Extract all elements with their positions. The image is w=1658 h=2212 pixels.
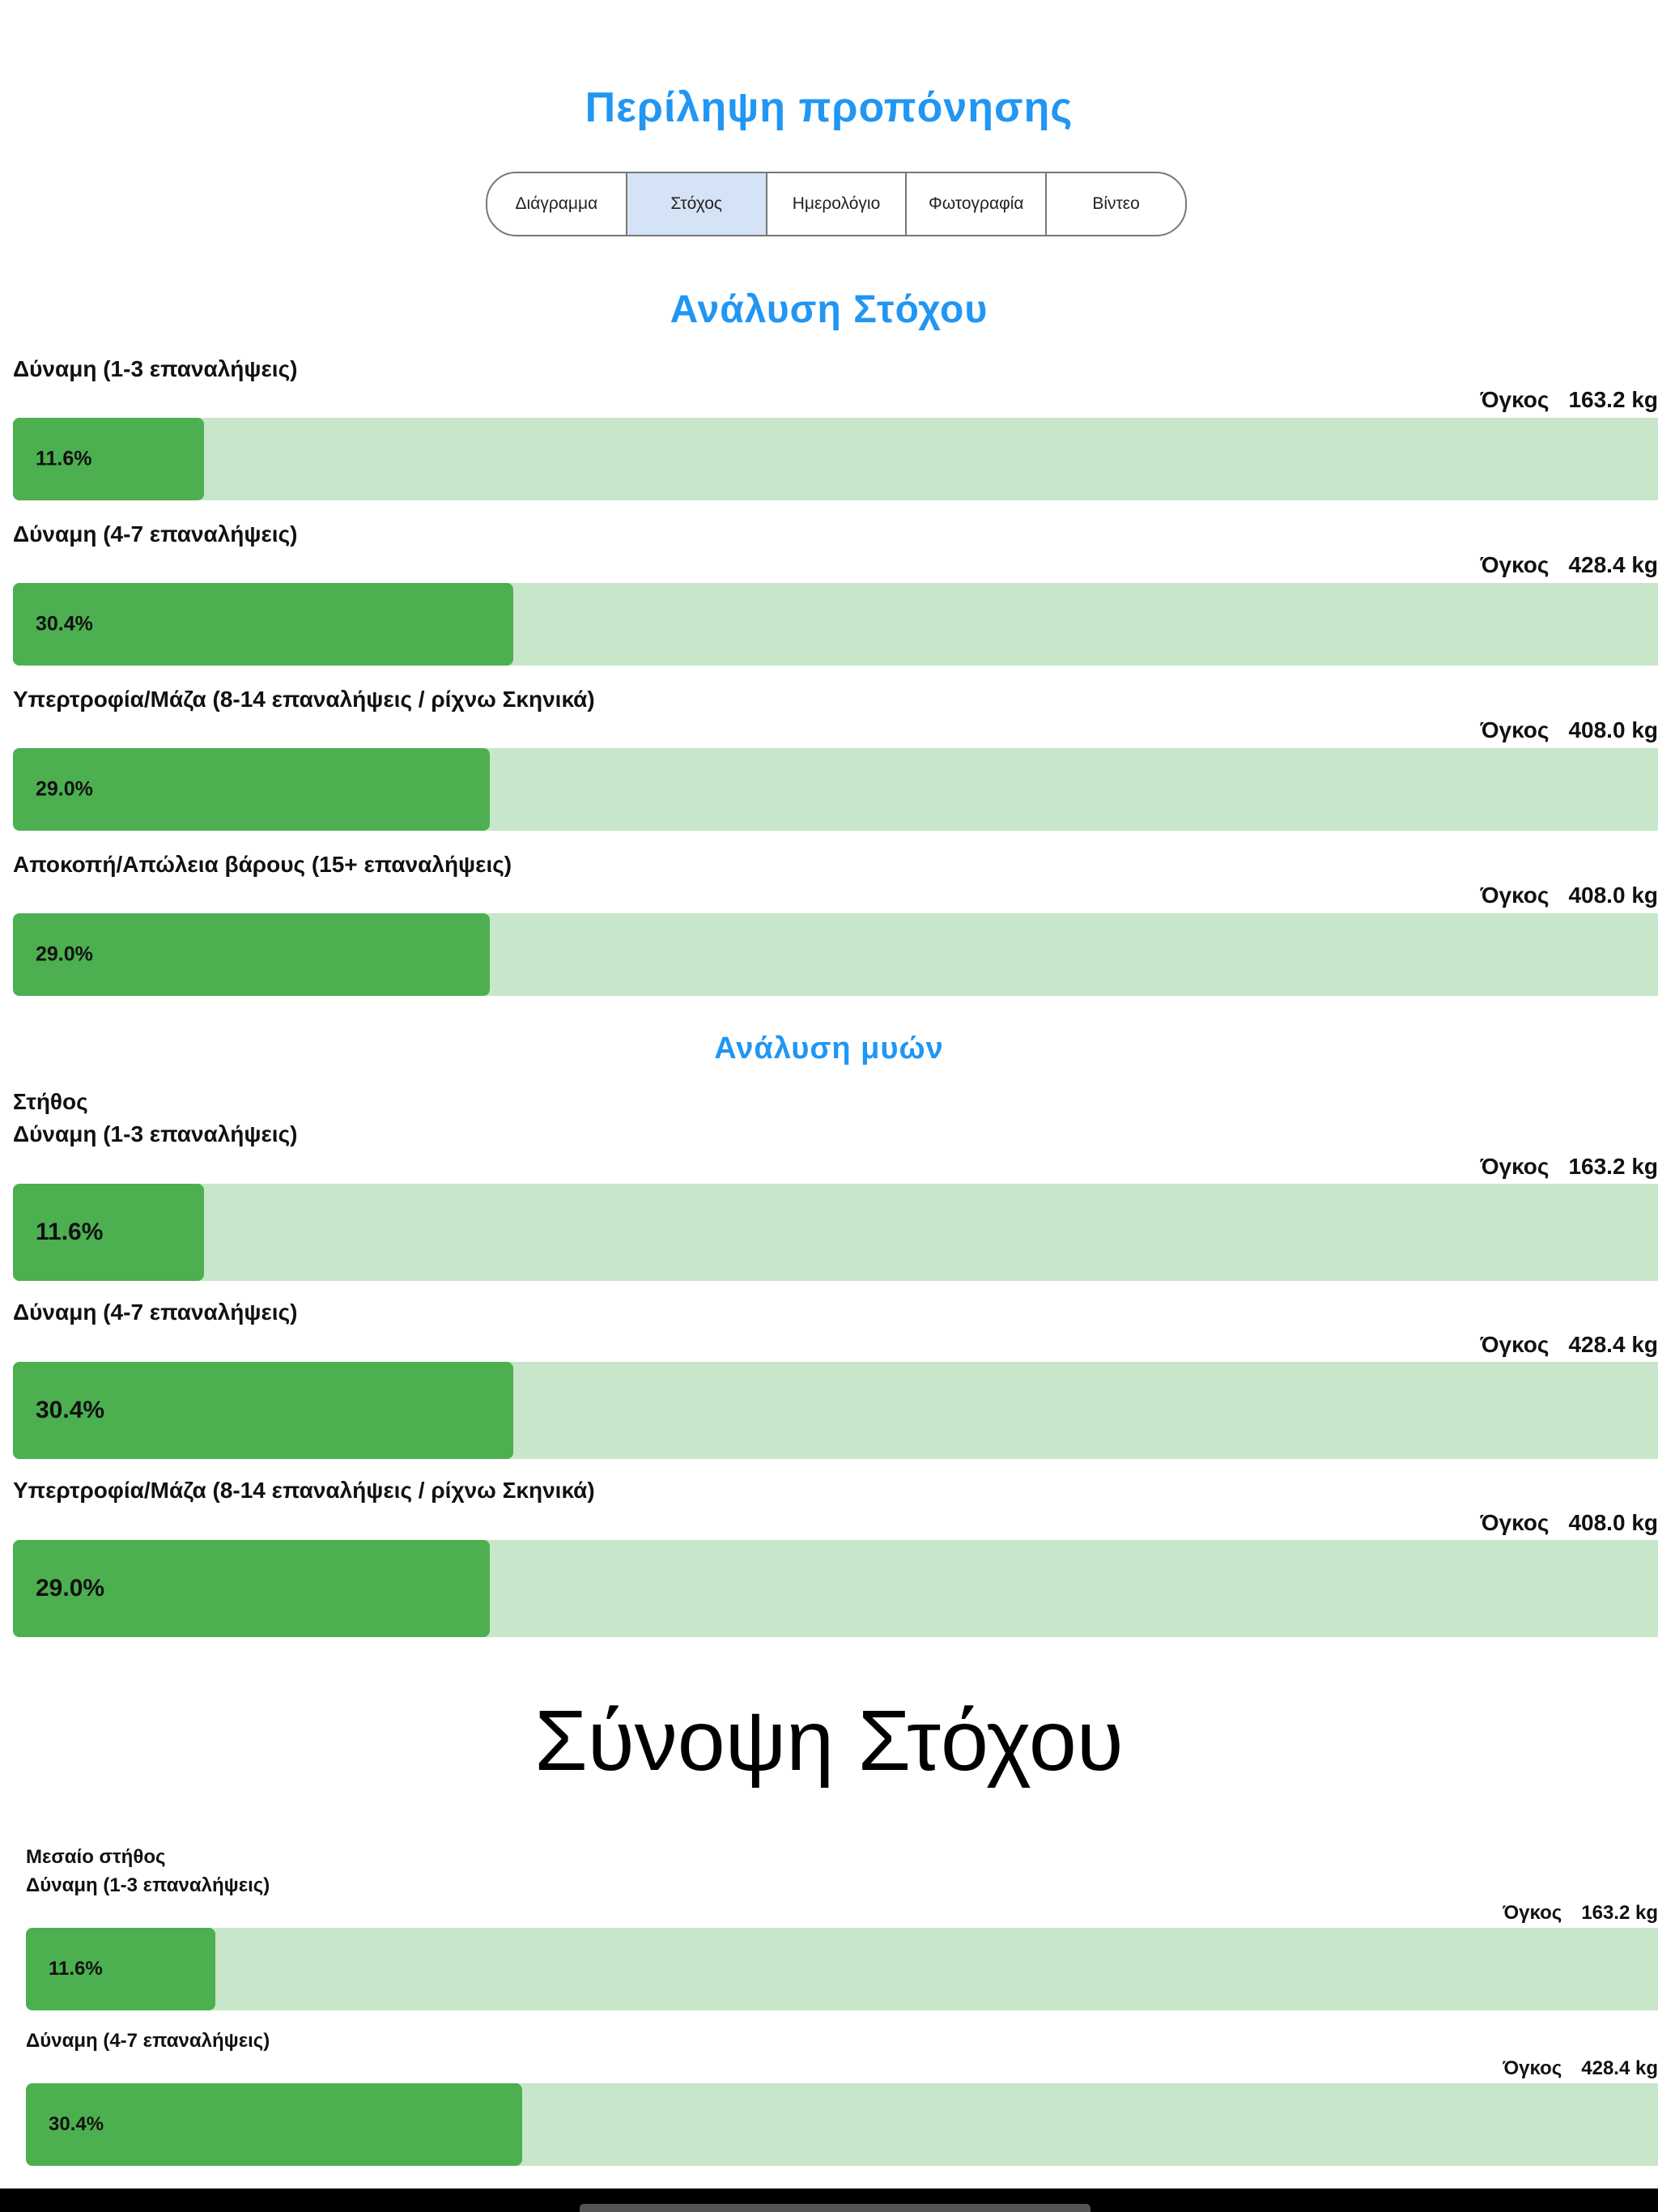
row-label: Δύναμη (1-3 επαναλήψεις) — [13, 356, 298, 381]
progress-bar: 30.4% — [13, 1362, 1658, 1459]
volume-value: 428.4 kg — [1568, 1332, 1658, 1357]
row-label: Δύναμη (4-7 επαναλήψεις) — [13, 521, 298, 547]
progress-percent: 30.4% — [36, 1397, 105, 1423]
tab-diagram[interactable]: Διάγραμμα — [515, 194, 598, 213]
row-volume: Όγκος 408.0 kg — [1480, 717, 1658, 743]
progress-bar: 11.6% — [13, 418, 1658, 500]
progress-fill — [13, 1184, 204, 1281]
progress-fill — [13, 583, 513, 666]
progress-bar: 11.6% — [13, 1184, 1658, 1281]
volume-value: 428.4 kg — [1568, 552, 1658, 577]
progress-bar: 29.0% — [13, 913, 1658, 996]
volume-label: Όγκος — [1480, 387, 1550, 412]
progress-bar: 30.4% — [13, 583, 1658, 666]
tab-calendar[interactable]: Ημερολόγιο — [765, 173, 906, 235]
progress-bar: 29.0% — [13, 1540, 1658, 1637]
row-label: Δύναμη (4-7 επαναλήψεις) — [26, 2030, 270, 2052]
progress-percent: 11.6% — [49, 1958, 103, 1980]
segmented-tabs: Διάγραμμα Στόχος Ημερολόγιο Φωτογραφία Β… — [486, 172, 1187, 236]
progress-fill — [26, 2083, 522, 2166]
volume-label: Όγκος — [1503, 2057, 1562, 2079]
volume-label: Όγκος — [1480, 1510, 1550, 1535]
row-volume: Όγκος 163.2 kg — [1480, 387, 1658, 413]
progress-fill — [13, 748, 491, 831]
row-volume: Όγκος 428.4 kg — [1480, 1332, 1658, 1358]
tab-video[interactable]: Βίντεο — [1045, 173, 1185, 235]
progress-fill — [26, 1928, 215, 2010]
progress-fill — [13, 418, 204, 500]
volume-value: 428.4 kg — [1581, 2057, 1658, 2079]
volume-value: 163.2 kg — [1568, 1154, 1658, 1179]
row-label: Υπερτροφία/Μάζα (8-14 επαναλήψεις / ρίχν… — [13, 687, 595, 712]
volume-value: 408.0 kg — [1568, 1510, 1658, 1535]
row-label: Δύναμη (1-3 επαναλήψεις) — [13, 1121, 298, 1146]
home-indicator[interactable] — [580, 2204, 1090, 2212]
progress-bar: 29.0% — [13, 748, 1658, 831]
progress-percent: 30.4% — [36, 612, 93, 636]
row-label: Υπερτροφία/Μάζα (8-14 επαναλήψεις / ρίχν… — [13, 1478, 595, 1503]
row-volume: Όγκος 163.2 kg — [1480, 1154, 1658, 1180]
progress-fill — [13, 1540, 491, 1637]
tab-photo[interactable]: Φωτογραφία — [905, 173, 1045, 235]
volume-label: Όγκος — [1503, 1902, 1562, 1924]
progress-percent: 29.0% — [36, 1575, 105, 1602]
summary-muscle-name: Μεσαίο στήθος — [26, 1846, 166, 1868]
volume-value: 163.2 kg — [1581, 1902, 1658, 1924]
muscle-analysis-title: Ανάλυση μυών — [714, 1032, 944, 1066]
goal-analysis-title: Ανάλυση Στόχου — [670, 288, 988, 331]
muscle-name: Στήθος — [13, 1089, 88, 1114]
volume-value: 408.0 kg — [1568, 883, 1658, 908]
progress-percent: 29.0% — [36, 777, 93, 801]
volume-label: Όγκος — [1480, 717, 1550, 742]
volume-value: 163.2 kg — [1568, 387, 1658, 412]
row-label: Δύναμη (4-7 επαναλήψεις) — [13, 1300, 298, 1325]
row-volume: Όγκος 408.0 kg — [1480, 1510, 1658, 1536]
volume-label: Όγκος — [1480, 1154, 1550, 1179]
progress-fill — [13, 1362, 513, 1459]
progress-percent: 11.6% — [36, 1219, 104, 1245]
volume-label: Όγκος — [1480, 552, 1550, 577]
progress-percent: 29.0% — [36, 942, 93, 966]
row-volume: Όγκος 408.0 kg — [1480, 883, 1658, 908]
progress-bar: 11.6% — [26, 1928, 1658, 2010]
volume-label: Όγκος — [1480, 883, 1550, 908]
row-volume: Όγκος 428.4 kg — [1480, 552, 1658, 578]
progress-percent: 11.6% — [36, 447, 92, 470]
row-label: Αποκοπή/Απώλεια βάρους (15+ επαναλήψεις) — [13, 852, 512, 877]
row-label: Δύναμη (1-3 επαναλήψεις) — [26, 1874, 270, 1896]
row-volume: Όγκος 428.4 kg — [1503, 2057, 1658, 2080]
page-title: Περίληψη προπόνησης — [585, 84, 1073, 131]
volume-label: Όγκος — [1480, 1332, 1550, 1357]
volume-value: 408.0 kg — [1568, 717, 1658, 742]
row-volume: Όγκος 163.2 kg — [1503, 1902, 1658, 1925]
progress-fill — [13, 913, 491, 996]
progress-percent: 30.4% — [49, 2113, 104, 2135]
tab-goal[interactable]: Στόχος — [625, 173, 766, 235]
goal-summary-title: Σύνοψη Στόχου — [534, 1693, 1124, 1789]
progress-bar: 30.4% — [26, 2083, 1658, 2166]
